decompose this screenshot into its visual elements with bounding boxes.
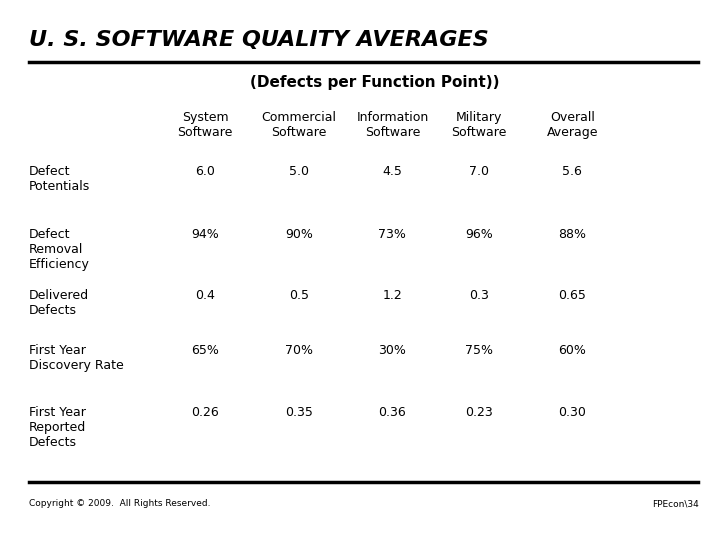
- Text: Commercial
Software: Commercial Software: [261, 111, 336, 139]
- Text: Defect
Potentials: Defect Potentials: [29, 165, 90, 193]
- Text: 5.6: 5.6: [562, 165, 582, 178]
- Text: 0.26: 0.26: [192, 406, 219, 419]
- Text: 0.65: 0.65: [559, 289, 586, 302]
- Text: U. S. SOFTWARE QUALITY AVERAGES: U. S. SOFTWARE QUALITY AVERAGES: [29, 30, 489, 50]
- Text: First Year
Reported
Defects: First Year Reported Defects: [29, 406, 86, 449]
- Text: 5.0: 5.0: [289, 165, 309, 178]
- Text: 0.36: 0.36: [379, 406, 406, 419]
- Text: 73%: 73%: [379, 228, 406, 241]
- Text: Overall
Average: Overall Average: [546, 111, 598, 139]
- Text: Information
Software: Information Software: [356, 111, 428, 139]
- Text: 65%: 65%: [192, 344, 219, 357]
- Text: 4.5: 4.5: [382, 165, 402, 178]
- Text: 94%: 94%: [192, 228, 219, 241]
- Text: 88%: 88%: [559, 228, 586, 241]
- Text: 75%: 75%: [465, 344, 492, 357]
- Text: 0.30: 0.30: [559, 406, 586, 419]
- Text: 90%: 90%: [285, 228, 312, 241]
- Text: 7.0: 7.0: [469, 165, 489, 178]
- Text: (Defects per Function Point)): (Defects per Function Point)): [250, 75, 499, 90]
- Text: 0.23: 0.23: [465, 406, 492, 419]
- Text: Military
Software: Military Software: [451, 111, 506, 139]
- Text: Defect
Removal
Efficiency: Defect Removal Efficiency: [29, 228, 90, 271]
- Text: Delivered
Defects: Delivered Defects: [29, 289, 89, 317]
- Text: 1.2: 1.2: [382, 289, 402, 302]
- Text: First Year
Discovery Rate: First Year Discovery Rate: [29, 344, 124, 372]
- Text: 96%: 96%: [465, 228, 492, 241]
- Text: 30%: 30%: [379, 344, 406, 357]
- Text: 60%: 60%: [559, 344, 586, 357]
- Text: FPEcon\34: FPEcon\34: [652, 500, 698, 509]
- Text: 0.35: 0.35: [285, 406, 312, 419]
- Text: System
Software: System Software: [178, 111, 233, 139]
- Text: 70%: 70%: [285, 344, 312, 357]
- Text: 0.5: 0.5: [289, 289, 309, 302]
- Text: 0.3: 0.3: [469, 289, 489, 302]
- Text: 0.4: 0.4: [195, 289, 215, 302]
- Text: 6.0: 6.0: [195, 165, 215, 178]
- Text: Copyright © 2009.  All Rights Reserved.: Copyright © 2009. All Rights Reserved.: [29, 500, 210, 509]
